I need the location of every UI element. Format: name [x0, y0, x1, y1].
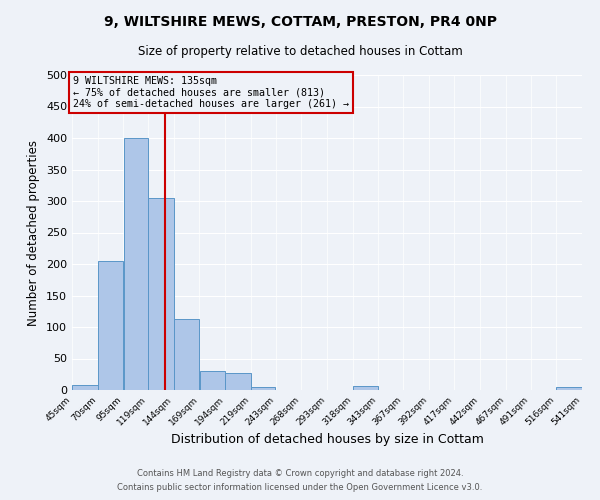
- Bar: [226, 373, 251, 390]
- Bar: [200, 371, 225, 390]
- Bar: [251, 387, 275, 390]
- Bar: [98, 261, 123, 390]
- Bar: [174, 319, 199, 390]
- Bar: [124, 138, 148, 390]
- Bar: [353, 386, 378, 390]
- Y-axis label: Number of detached properties: Number of detached properties: [28, 140, 40, 326]
- Bar: [556, 388, 582, 390]
- Text: 9, WILTSHIRE MEWS, COTTAM, PRESTON, PR4 0NP: 9, WILTSHIRE MEWS, COTTAM, PRESTON, PR4 …: [104, 15, 497, 29]
- Bar: [148, 198, 173, 390]
- Bar: [72, 385, 98, 390]
- Text: Size of property relative to detached houses in Cottam: Size of property relative to detached ho…: [137, 45, 463, 58]
- Text: Contains HM Land Registry data © Crown copyright and database right 2024.: Contains HM Land Registry data © Crown c…: [137, 468, 463, 477]
- Text: Contains public sector information licensed under the Open Government Licence v3: Contains public sector information licen…: [118, 484, 482, 492]
- Text: 9 WILTSHIRE MEWS: 135sqm
← 75% of detached houses are smaller (813)
24% of semi-: 9 WILTSHIRE MEWS: 135sqm ← 75% of detach…: [73, 76, 349, 110]
- X-axis label: Distribution of detached houses by size in Cottam: Distribution of detached houses by size …: [170, 432, 484, 446]
